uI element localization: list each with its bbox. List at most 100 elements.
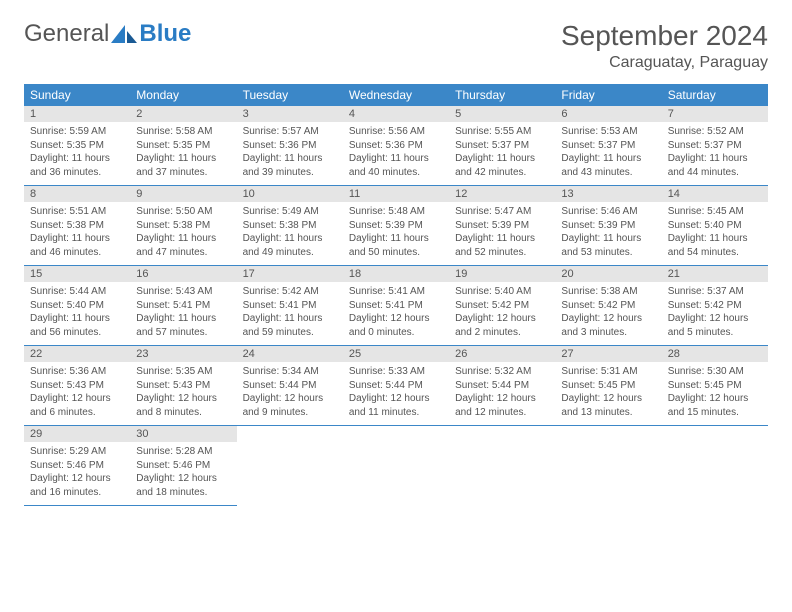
- calendar-cell: 18Sunrise: 5:41 AMSunset: 5:41 PMDayligh…: [343, 266, 449, 346]
- calendar-cell: 3Sunrise: 5:57 AMSunset: 5:36 PMDaylight…: [237, 106, 343, 186]
- daylight-text: Daylight: 12 hours and 5 minutes.: [668, 312, 762, 339]
- weekday-header: Tuesday: [237, 84, 343, 106]
- day-number: 4: [343, 106, 449, 122]
- calendar-cell: 19Sunrise: 5:40 AMSunset: 5:42 PMDayligh…: [449, 266, 555, 346]
- sunset-text: Sunset: 5:45 PM: [668, 379, 762, 393]
- day-body: Sunrise: 5:49 AMSunset: 5:38 PMDaylight:…: [237, 202, 343, 265]
- sunset-text: Sunset: 5:38 PM: [30, 219, 124, 233]
- calendar-cell: 8Sunrise: 5:51 AMSunset: 5:38 PMDaylight…: [24, 186, 130, 266]
- sunset-text: Sunset: 5:43 PM: [136, 379, 230, 393]
- day-number: 12: [449, 186, 555, 202]
- sunset-text: Sunset: 5:44 PM: [455, 379, 549, 393]
- day-body: Sunrise: 5:40 AMSunset: 5:42 PMDaylight:…: [449, 282, 555, 345]
- weekday-header: Monday: [130, 84, 236, 106]
- sunrise-text: Sunrise: 5:37 AM: [668, 285, 762, 299]
- day-number: 7: [662, 106, 768, 122]
- sunset-text: Sunset: 5:44 PM: [243, 379, 337, 393]
- sunset-text: Sunset: 5:42 PM: [455, 299, 549, 313]
- calendar-cell: 21Sunrise: 5:37 AMSunset: 5:42 PMDayligh…: [662, 266, 768, 346]
- daylight-text: Daylight: 11 hours and 59 minutes.: [243, 312, 337, 339]
- daylight-text: Daylight: 11 hours and 49 minutes.: [243, 232, 337, 259]
- day-body: Sunrise: 5:41 AMSunset: 5:41 PMDaylight:…: [343, 282, 449, 345]
- daylight-text: Daylight: 11 hours and 47 minutes.: [136, 232, 230, 259]
- day-body: Sunrise: 5:45 AMSunset: 5:40 PMDaylight:…: [662, 202, 768, 265]
- sunset-text: Sunset: 5:41 PM: [136, 299, 230, 313]
- calendar-cell: 5Sunrise: 5:55 AMSunset: 5:37 PMDaylight…: [449, 106, 555, 186]
- weekday-header: Sunday: [24, 84, 130, 106]
- day-number: 30: [130, 426, 236, 442]
- logo-sail-icon: [111, 25, 137, 43]
- day-body: Sunrise: 5:57 AMSunset: 5:36 PMDaylight:…: [237, 122, 343, 185]
- sunrise-text: Sunrise: 5:53 AM: [561, 125, 655, 139]
- day-body: Sunrise: 5:58 AMSunset: 5:35 PMDaylight:…: [130, 122, 236, 185]
- calendar-cell: [662, 426, 768, 506]
- sunset-text: Sunset: 5:39 PM: [561, 219, 655, 233]
- sunset-text: Sunset: 5:37 PM: [561, 139, 655, 153]
- day-body: Sunrise: 5:28 AMSunset: 5:46 PMDaylight:…: [130, 442, 236, 505]
- day-number: 21: [662, 266, 768, 282]
- day-body: Sunrise: 5:51 AMSunset: 5:38 PMDaylight:…: [24, 202, 130, 265]
- calendar-cell: [449, 426, 555, 506]
- day-number: 20: [555, 266, 661, 282]
- sunrise-text: Sunrise: 5:28 AM: [136, 445, 230, 459]
- day-number: 1: [24, 106, 130, 122]
- calendar-cell: 14Sunrise: 5:45 AMSunset: 5:40 PMDayligh…: [662, 186, 768, 266]
- sunset-text: Sunset: 5:38 PM: [243, 219, 337, 233]
- sunrise-text: Sunrise: 5:52 AM: [668, 125, 762, 139]
- calendar-cell: 10Sunrise: 5:49 AMSunset: 5:38 PMDayligh…: [237, 186, 343, 266]
- sunrise-text: Sunrise: 5:57 AM: [243, 125, 337, 139]
- sunrise-text: Sunrise: 5:47 AM: [455, 205, 549, 219]
- daylight-text: Daylight: 12 hours and 2 minutes.: [455, 312, 549, 339]
- daylight-text: Daylight: 12 hours and 3 minutes.: [561, 312, 655, 339]
- day-body: Sunrise: 5:52 AMSunset: 5:37 PMDaylight:…: [662, 122, 768, 185]
- calendar-cell: 26Sunrise: 5:32 AMSunset: 5:44 PMDayligh…: [449, 346, 555, 426]
- day-body: Sunrise: 5:48 AMSunset: 5:39 PMDaylight:…: [343, 202, 449, 265]
- sunrise-text: Sunrise: 5:33 AM: [349, 365, 443, 379]
- logo-text-general: General: [24, 20, 109, 48]
- daylight-text: Daylight: 12 hours and 12 minutes.: [455, 392, 549, 419]
- day-body: Sunrise: 5:37 AMSunset: 5:42 PMDaylight:…: [662, 282, 768, 345]
- day-number: 10: [237, 186, 343, 202]
- sunrise-text: Sunrise: 5:58 AM: [136, 125, 230, 139]
- daylight-text: Daylight: 12 hours and 16 minutes.: [30, 472, 124, 499]
- sunrise-text: Sunrise: 5:50 AM: [136, 205, 230, 219]
- sunrise-text: Sunrise: 5:30 AM: [668, 365, 762, 379]
- day-body: Sunrise: 5:34 AMSunset: 5:44 PMDaylight:…: [237, 362, 343, 425]
- day-body: Sunrise: 5:56 AMSunset: 5:36 PMDaylight:…: [343, 122, 449, 185]
- daylight-text: Daylight: 11 hours and 50 minutes.: [349, 232, 443, 259]
- day-body: Sunrise: 5:53 AMSunset: 5:37 PMDaylight:…: [555, 122, 661, 185]
- day-number: 18: [343, 266, 449, 282]
- sunrise-text: Sunrise: 5:51 AM: [30, 205, 124, 219]
- daylight-text: Daylight: 12 hours and 11 minutes.: [349, 392, 443, 419]
- calendar-cell: 7Sunrise: 5:52 AMSunset: 5:37 PMDaylight…: [662, 106, 768, 186]
- sunset-text: Sunset: 5:46 PM: [136, 459, 230, 473]
- sunrise-text: Sunrise: 5:34 AM: [243, 365, 337, 379]
- sunset-text: Sunset: 5:36 PM: [243, 139, 337, 153]
- calendar-table: SundayMondayTuesdayWednesdayThursdayFrid…: [24, 84, 768, 506]
- weekday-header: Thursday: [449, 84, 555, 106]
- sunrise-text: Sunrise: 5:31 AM: [561, 365, 655, 379]
- day-body: Sunrise: 5:43 AMSunset: 5:41 PMDaylight:…: [130, 282, 236, 345]
- sunset-text: Sunset: 5:40 PM: [30, 299, 124, 313]
- sunset-text: Sunset: 5:37 PM: [668, 139, 762, 153]
- calendar-cell: 2Sunrise: 5:58 AMSunset: 5:35 PMDaylight…: [130, 106, 236, 186]
- sunset-text: Sunset: 5:39 PM: [349, 219, 443, 233]
- day-body: Sunrise: 5:33 AMSunset: 5:44 PMDaylight:…: [343, 362, 449, 425]
- daylight-text: Daylight: 12 hours and 0 minutes.: [349, 312, 443, 339]
- sunset-text: Sunset: 5:35 PM: [136, 139, 230, 153]
- sunrise-text: Sunrise: 5:41 AM: [349, 285, 443, 299]
- sunrise-text: Sunrise: 5:40 AM: [455, 285, 549, 299]
- day-number: 13: [555, 186, 661, 202]
- sunrise-text: Sunrise: 5:43 AM: [136, 285, 230, 299]
- calendar-cell: 27Sunrise: 5:31 AMSunset: 5:45 PMDayligh…: [555, 346, 661, 426]
- day-number: 6: [555, 106, 661, 122]
- calendar-cell: 24Sunrise: 5:34 AMSunset: 5:44 PMDayligh…: [237, 346, 343, 426]
- day-body: Sunrise: 5:42 AMSunset: 5:41 PMDaylight:…: [237, 282, 343, 345]
- sunset-text: Sunset: 5:41 PM: [349, 299, 443, 313]
- day-number: 2: [130, 106, 236, 122]
- sunrise-text: Sunrise: 5:36 AM: [30, 365, 124, 379]
- day-body: Sunrise: 5:30 AMSunset: 5:45 PMDaylight:…: [662, 362, 768, 425]
- calendar-cell: 6Sunrise: 5:53 AMSunset: 5:37 PMDaylight…: [555, 106, 661, 186]
- calendar-cell: 13Sunrise: 5:46 AMSunset: 5:39 PMDayligh…: [555, 186, 661, 266]
- daylight-text: Daylight: 12 hours and 18 minutes.: [136, 472, 230, 499]
